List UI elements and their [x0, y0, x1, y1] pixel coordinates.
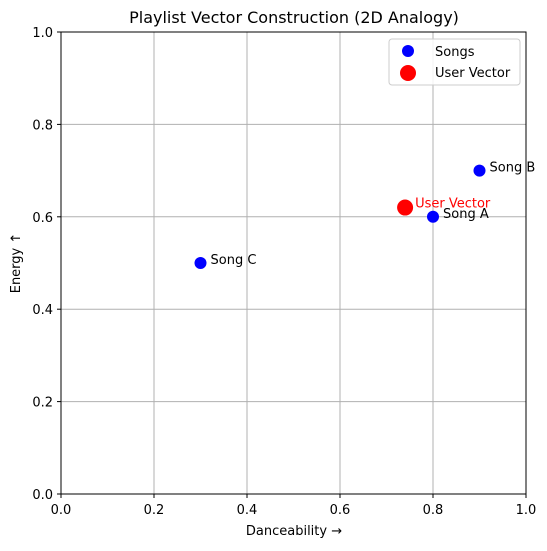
x-tick-label: 0.0 — [51, 503, 72, 518]
data-points — [194, 164, 486, 269]
point-user-vector — [397, 199, 414, 216]
y-tick-label: 0.2 — [32, 396, 53, 411]
x-tick-label: 0.2 — [144, 503, 165, 518]
y-tick-label: 0.0 — [32, 488, 53, 503]
legend-label-user-vector: User Vector — [435, 66, 511, 81]
x-tick-label: 0.6 — [330, 503, 351, 518]
x-tick-label: 0.4 — [237, 503, 258, 518]
legend-marker-user-vector — [400, 65, 416, 81]
legend-label-songs: Songs — [435, 45, 475, 60]
plot-frame — [60, 31, 527, 495]
tick-labels: 0.0 0.2 0.4 0.6 0.8 1.0 0.0 0.2 0.4 0.6 0.8 1.0 — [32, 26, 536, 518]
legend-marker-songs — [402, 45, 414, 57]
y-tick-label: 0.8 — [32, 118, 53, 133]
y-axis-label: Energy ↑ — [9, 233, 24, 294]
point-labels: Song A Song B Song C User Vector — [211, 161, 536, 268]
point-song-b — [473, 164, 486, 177]
point-label-user-vector: User Vector — [415, 197, 491, 212]
chart-title: Playlist Vector Construction (2D Analogy… — [129, 8, 459, 27]
axes — [57, 31, 527, 498]
y-tick-label: 0.6 — [32, 211, 53, 226]
point-song-a — [427, 210, 439, 223]
x-tick-label: 1.0 — [516, 503, 537, 518]
point-label-song-c: Song C — [211, 253, 257, 268]
point-song-c — [194, 257, 207, 269]
legend: Songs User Vector — [388, 38, 521, 86]
x-tick-label: 0.8 — [423, 503, 444, 518]
x-axis-label: Danceability → — [246, 524, 342, 539]
y-tick-label: 0.4 — [32, 303, 53, 318]
point-label-song-a: Song A — [443, 207, 489, 222]
point-label-song-b: Song B — [490, 161, 536, 176]
legend-frame — [388, 38, 521, 86]
grid-lines — [60, 31, 527, 495]
y-tick-label: 1.0 — [32, 26, 53, 41]
